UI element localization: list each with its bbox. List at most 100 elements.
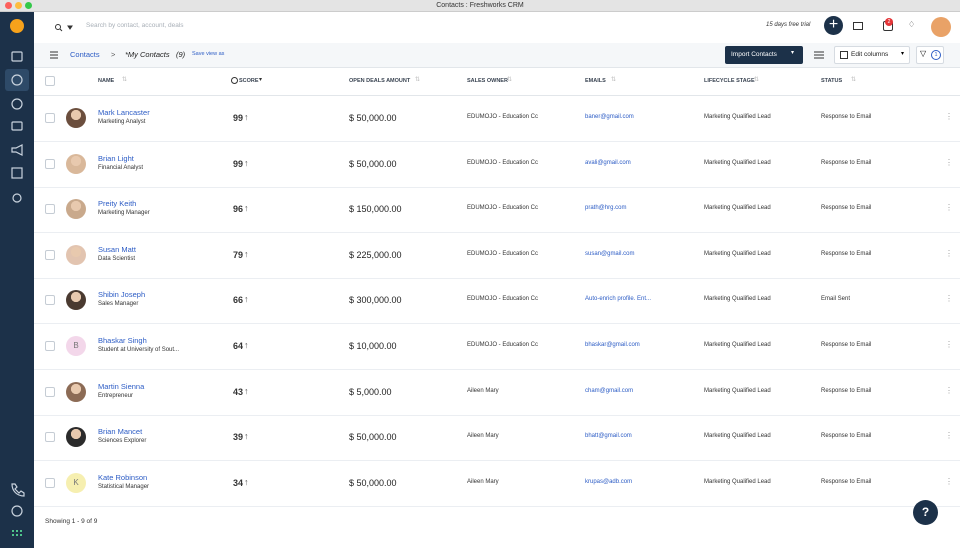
deal-amount: $ 10,000.00 xyxy=(349,341,397,351)
lifecycle-stage: Marketing Qualified Lead xyxy=(704,205,771,212)
row-checkbox[interactable] xyxy=(45,295,55,306)
score: 34 xyxy=(233,477,244,488)
search-icon[interactable] xyxy=(54,23,74,33)
contact-name[interactable]: Susan Matt xyxy=(98,244,136,254)
row-checkbox[interactable] xyxy=(45,477,55,488)
edit-columns-button[interactable]: Edit columns ▾ xyxy=(834,46,910,64)
user-avatar[interactable] xyxy=(931,17,951,37)
email[interactable]: krupas@adb.com xyxy=(585,478,633,485)
email[interactable]: baner@gmail.com xyxy=(585,114,634,120)
score-arrow: ↑ xyxy=(244,112,249,122)
logo[interactable] xyxy=(10,19,24,33)
settings-icon[interactable] xyxy=(814,50,824,60)
contact-title: Sales Manager xyxy=(98,301,139,308)
nav-contacts-active[interactable] xyxy=(5,69,29,91)
sort-icon[interactable]: ⇅ xyxy=(122,77,128,83)
contact-title: Marketing Analyst xyxy=(98,119,146,125)
row-menu[interactable]: ⋮ xyxy=(945,248,953,258)
row-menu[interactable]: ⋮ xyxy=(945,203,953,213)
row-checkbox[interactable] xyxy=(45,432,55,443)
score-arrow: ↑ xyxy=(244,340,249,350)
row-checkbox[interactable] xyxy=(45,341,55,351)
avatar-photo xyxy=(66,244,86,265)
score: 39 xyxy=(233,432,244,443)
email[interactable]: prath@hrg.com xyxy=(585,205,627,212)
sort-icon[interactable]: ⇅ xyxy=(415,77,421,83)
avatar-initial: B xyxy=(66,336,86,356)
row-menu[interactable]: ⋮ xyxy=(945,294,953,304)
add-button[interactable]: + xyxy=(824,16,843,35)
column-header[interactable]: STATUS xyxy=(821,78,843,84)
contact-name[interactable]: Brian Light xyxy=(98,153,134,163)
status: Response to Email xyxy=(821,250,872,257)
close-button[interactable] xyxy=(5,2,12,9)
minimize-button[interactable] xyxy=(15,2,22,9)
contact-name[interactable]: Preity Keith xyxy=(98,199,137,209)
row-menu[interactable]: ⋮ xyxy=(945,112,953,121)
window-title: Contacts : Freshworks CRM xyxy=(0,0,960,12)
email[interactable]: bhaskar@gmail.com xyxy=(585,342,640,348)
score-arrow: ↑ xyxy=(244,476,249,487)
column-header[interactable]: NAME xyxy=(98,78,115,84)
table-row xyxy=(34,96,960,142)
search-input[interactable]: Search by contact, account, deals xyxy=(86,22,184,29)
menu-icon[interactable] xyxy=(50,51,60,59)
sort-icon[interactable]: ⇅ xyxy=(611,77,617,83)
column-header[interactable]: EMAILS xyxy=(585,78,606,84)
mail-icon[interactable] xyxy=(853,22,863,30)
bell-icon[interactable]: ♢ xyxy=(908,20,916,29)
row-menu[interactable]: ⋮ xyxy=(945,340,953,349)
column-header[interactable]: SALES OWNER xyxy=(467,78,508,84)
lifecycle-stage: Marketing Qualified Lead xyxy=(704,159,771,166)
sort-icon[interactable]: ⇅ xyxy=(507,77,513,83)
breadcrumb[interactable]: Contacts xyxy=(70,50,100,59)
select-all-checkbox[interactable] xyxy=(45,76,55,86)
row-menu[interactable]: ⋮ xyxy=(945,476,953,486)
zoom-button[interactable] xyxy=(25,2,32,9)
row-checkbox[interactable] xyxy=(45,113,55,123)
email[interactable]: Auto-enrich profile. Ent... xyxy=(585,296,652,303)
table-header xyxy=(34,68,960,96)
lifecycle-stage: Marketing Qualified Lead xyxy=(704,433,771,440)
sales-owner: Aileen Mary xyxy=(467,387,499,394)
lifecycle-stage: Marketing Qualified Lead xyxy=(704,114,771,120)
email[interactable]: bhatt@gmail.com xyxy=(585,433,632,440)
row-menu[interactable]: ⋮ xyxy=(945,385,953,395)
column-header[interactable]: OPEN DEALS AMOUNT xyxy=(349,78,411,84)
score-arrow: ↑ xyxy=(244,248,249,259)
view-name[interactable]: *My Contacts xyxy=(125,50,170,59)
sales-owner: EDUMOJO - Education Cc xyxy=(467,296,539,303)
email[interactable]: cham@gmail.com xyxy=(585,387,634,394)
contact-name[interactable]: Mark Lancaster xyxy=(98,108,150,117)
deal-amount: $ 50,000.00 xyxy=(349,158,397,169)
sort-icon[interactable]: ⇅ xyxy=(851,77,857,83)
avatar-photo xyxy=(66,153,86,174)
row-checkbox[interactable] xyxy=(45,158,55,169)
email[interactable]: susan@gmail.com xyxy=(585,250,635,257)
contact-name[interactable]: Kate Robinson xyxy=(98,472,148,482)
contact-name[interactable]: Shibin Joseph xyxy=(98,290,146,300)
contact-title: Statistical Manager xyxy=(98,483,150,490)
toolbar: Contacts > *My Contacts (9) Save view as… xyxy=(34,43,960,68)
column-header[interactable]: LIFECYCLE STAGE xyxy=(704,78,755,84)
save-view-link[interactable]: Save view as xyxy=(192,51,225,57)
help-button[interactable]: ? xyxy=(913,500,938,525)
row-menu[interactable]: ⋮ xyxy=(945,431,953,441)
sort-icon[interactable]: ▾ xyxy=(259,77,263,83)
import-button[interactable]: Import Contacts ▾ xyxy=(725,46,803,64)
import-dropdown[interactable]: ▾ xyxy=(791,50,795,56)
contact-name[interactable]: Brian Mancet xyxy=(98,427,143,437)
row-checkbox[interactable] xyxy=(45,204,55,215)
columns-dropdown[interactable]: ▾ xyxy=(901,51,905,57)
column-header[interactable]: SCORE xyxy=(239,78,259,84)
avatar-photo xyxy=(66,381,86,402)
sort-icon[interactable]: ⇅ xyxy=(754,77,760,83)
row-checkbox[interactable] xyxy=(45,249,55,260)
row-checkbox[interactable] xyxy=(45,386,55,397)
row-menu[interactable]: ⋮ xyxy=(945,157,953,167)
email[interactable]: avali@gmail.com xyxy=(585,159,631,166)
lifecycle-stage: Marketing Qualified Lead xyxy=(704,387,771,394)
contact-name[interactable]: Martin Sienna xyxy=(98,381,145,391)
filter-button[interactable]: ▽ 1 xyxy=(916,46,944,64)
contact-name[interactable]: Bhaskar Singh xyxy=(98,336,147,345)
